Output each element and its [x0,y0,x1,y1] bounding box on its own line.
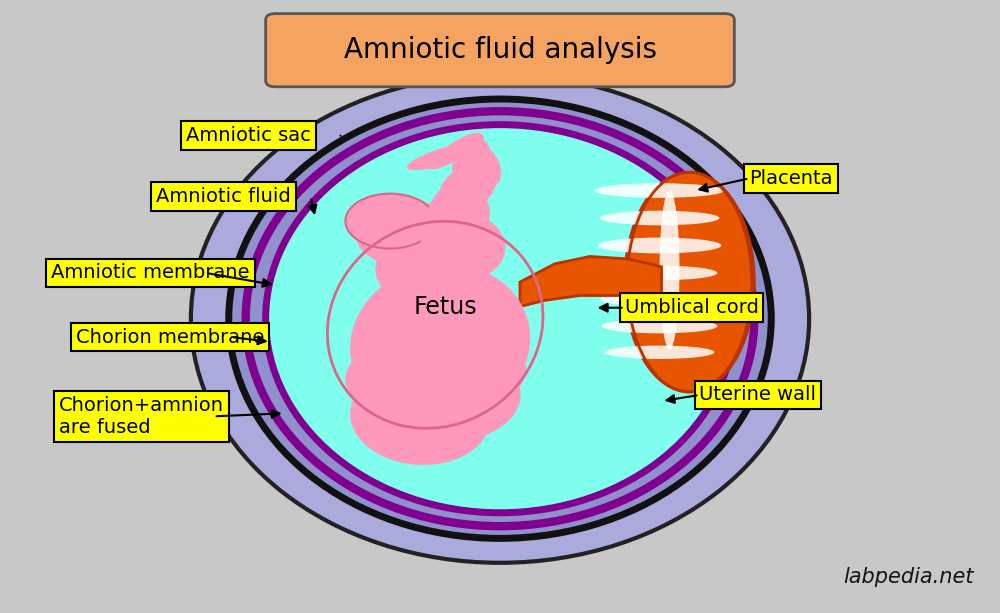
Ellipse shape [625,172,754,392]
Text: Fetus: Fetus [413,294,477,319]
Ellipse shape [420,192,490,262]
Ellipse shape [191,75,809,563]
FancyBboxPatch shape [266,13,734,87]
Text: Amniotic fluid: Amniotic fluid [156,187,291,206]
Ellipse shape [600,211,719,226]
Ellipse shape [407,144,474,170]
Text: labpedia.net: labpedia.net [843,567,974,587]
Text: Chorion+amnion
are fused: Chorion+amnion are fused [59,396,224,437]
Ellipse shape [660,191,680,349]
Ellipse shape [411,157,450,169]
Text: Chorion membrane: Chorion membrane [76,327,265,346]
Ellipse shape [400,356,521,440]
Ellipse shape [350,368,490,465]
Ellipse shape [602,265,717,280]
Text: Umblical cord: Umblical cord [625,298,759,317]
Ellipse shape [470,140,490,180]
Text: Placenta: Placenta [749,169,833,188]
Ellipse shape [598,238,721,253]
Ellipse shape [345,194,435,248]
Ellipse shape [246,111,754,526]
Ellipse shape [355,200,455,267]
Ellipse shape [350,264,530,422]
Ellipse shape [595,183,724,198]
Text: Amniotic sac: Amniotic sac [186,126,311,145]
Text: Amniotic membrane: Amniotic membrane [51,264,250,283]
Ellipse shape [405,209,505,282]
Ellipse shape [479,148,501,185]
Text: Amniotic fluid analysis: Amniotic fluid analysis [344,36,656,64]
Ellipse shape [605,346,714,359]
Ellipse shape [427,167,497,227]
Ellipse shape [429,132,481,169]
Ellipse shape [345,343,455,416]
Ellipse shape [266,124,734,512]
Text: Uterine wall: Uterine wall [699,386,816,405]
Polygon shape [520,256,662,306]
Ellipse shape [434,341,526,406]
Ellipse shape [602,319,717,333]
Ellipse shape [375,230,485,310]
Ellipse shape [229,99,771,538]
Ellipse shape [440,158,500,199]
Ellipse shape [452,133,484,175]
Ellipse shape [600,292,719,306]
